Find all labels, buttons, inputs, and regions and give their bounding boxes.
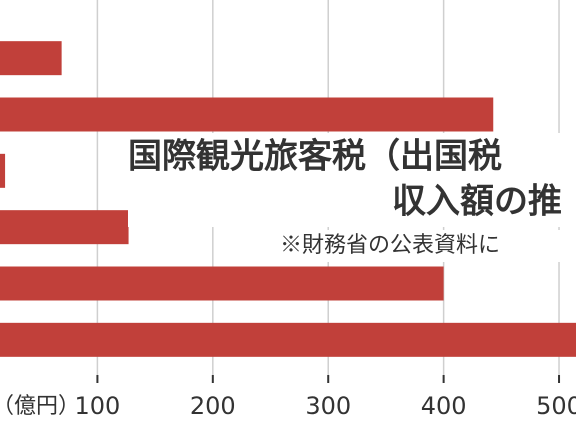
bar xyxy=(0,210,129,245)
x-axis-label: （億円） xyxy=(0,394,80,419)
x-tick-label: 300 xyxy=(305,392,351,420)
note-box xyxy=(275,230,576,262)
chart-title: 国際観光旅客税（出国税 xyxy=(128,137,502,177)
x-tick-label: 500 xyxy=(536,392,576,420)
chart-subtitle: 収入額の推 xyxy=(392,182,562,222)
source-note: ※財務省の公表資料に xyxy=(280,233,500,258)
x-tick-label: 200 xyxy=(190,392,236,420)
bar xyxy=(0,153,6,188)
bar xyxy=(0,41,62,76)
title-box xyxy=(128,133,576,227)
bar xyxy=(0,97,494,132)
bar xyxy=(0,266,444,301)
bar xyxy=(0,322,576,357)
x-tick-label: 400 xyxy=(421,392,467,420)
x-tick-label: 100 xyxy=(74,392,120,420)
